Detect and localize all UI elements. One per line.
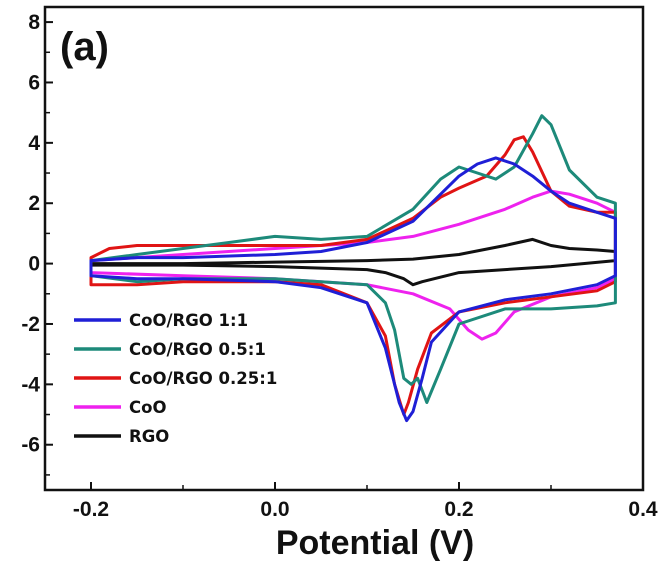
series-line: [89, 189, 617, 341]
plot-frame: [43, 5, 645, 492]
x-tick-label: 0.4: [628, 498, 658, 521]
legend-label: CoO/RGO 0.25:1: [129, 369, 277, 388]
legend-label: CoO: [129, 398, 166, 417]
tick-labels: -6 -4 -2 0 2 4 6 8 -0.2 0.0 0.2 0.4: [21, 11, 658, 521]
x-tick-label: 0.0: [260, 498, 289, 521]
series-line: [89, 156, 617, 423]
y-tick-label: 8: [28, 11, 40, 34]
y-tick-label: 0: [28, 253, 40, 276]
x-axis-title: Potential (V): [276, 524, 474, 561]
legend-label: CoO/RGO 0.5:1: [129, 340, 266, 359]
y-tick-label: 4: [28, 132, 40, 155]
y-tick-label: -2: [21, 313, 40, 336]
legend-label: CoO/RGO 1:1: [129, 311, 248, 330]
y-tick-label: 6: [28, 71, 40, 94]
x-tick-label: 0.2: [444, 498, 473, 521]
curves: [89, 114, 617, 423]
legend-label: RGO: [129, 427, 169, 446]
y-tick-label: 2: [28, 192, 40, 215]
x-tick-label: -0.2: [73, 498, 109, 521]
panel-label: (a): [60, 25, 109, 69]
legend: CoO/RGO 1:1 CoO/RGO 0.5:1 CoO/RGO 0.25:1 Co…: [74, 311, 277, 446]
y-tick-label: -4: [21, 373, 40, 396]
y-tick-label: -6: [21, 434, 40, 457]
